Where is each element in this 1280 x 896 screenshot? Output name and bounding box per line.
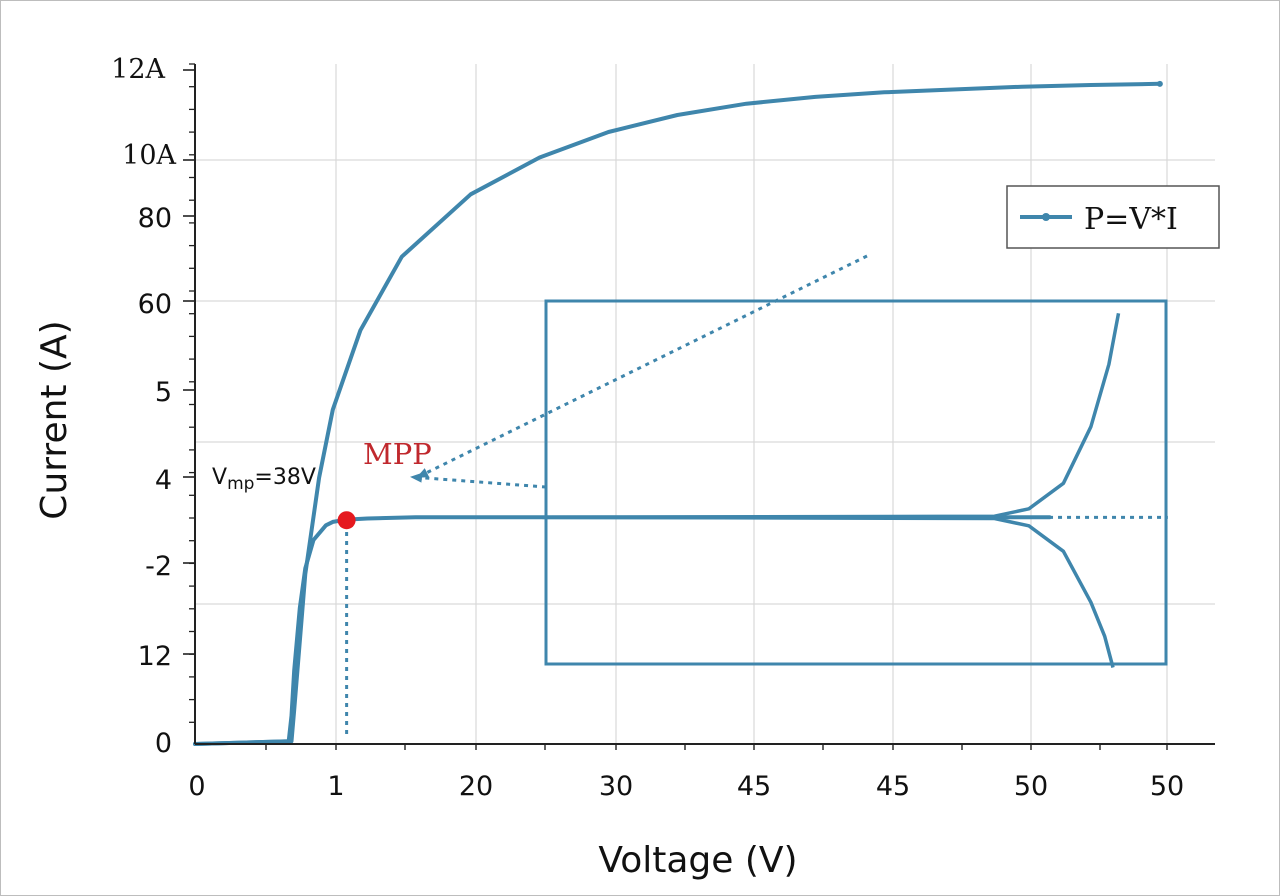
x-axis-title: Voltage (V) — [598, 840, 797, 881]
x-tick-label: 1 — [327, 771, 344, 802]
y-tick-label: -2 — [145, 551, 172, 582]
x-tick-label: 20 — [459, 771, 493, 802]
x-minor-ticks — [265, 744, 1168, 750]
legend[interactable]: P=V*I — [1006, 185, 1220, 249]
annotation-arrow-lower — [410, 472, 547, 489]
x-tick-label: 45 — [737, 771, 771, 802]
y-tick-label: 60 — [138, 289, 172, 320]
inset-curve-bottom — [542, 515, 1115, 668]
x-tick-label: 0 — [188, 771, 205, 802]
x-tick-label: 45 — [876, 771, 910, 802]
legend-marker-icon — [1042, 213, 1050, 221]
series-group — [193, 80, 1168, 746]
vmp-label-sub: mp — [227, 474, 254, 494]
y-tick-label: 4 — [155, 465, 172, 496]
inset-curve-top — [542, 312, 1121, 520]
grid — [195, 64, 1215, 744]
inset-frame — [544, 299, 1168, 666]
x-tick-label: 30 — [599, 771, 633, 802]
series-end-marker — [1156, 80, 1163, 87]
y-tick-label: 80 — [138, 203, 172, 234]
annotation-arrow-upper — [416, 254, 868, 479]
x-tick-labels: 0 1 20 30 45 45 50 50 — [188, 771, 1184, 802]
y-tick-label: 5 — [155, 377, 172, 408]
x-tick-label: 50 — [1150, 771, 1184, 802]
y-tick-label: 0 — [155, 728, 172, 759]
y-tick-labels: 12A 10A 80 60 5 4 -2 12 0 — [111, 54, 176, 759]
y-tick-label: 10A — [122, 140, 176, 171]
vmp-label: Vmp=38V — [212, 465, 316, 494]
y-tick-label: 12 — [138, 641, 172, 672]
y-minor-ticks — [183, 63, 195, 723]
legend-entry-label: P=V*I — [1084, 202, 1178, 237]
series-line-power-curve — [193, 81, 1162, 746]
y-tick-label: 12A — [111, 54, 165, 85]
mpp-marker — [337, 511, 356, 530]
series-line-iv-curve — [193, 515, 1052, 746]
mpp-label: MPP — [363, 437, 432, 471]
x-tick-label: 50 — [1014, 771, 1048, 802]
y-axis-title: Current (A) — [34, 320, 75, 519]
vmp-label-rest: =38V — [254, 465, 315, 490]
vmp-label-main: V — [212, 465, 227, 490]
